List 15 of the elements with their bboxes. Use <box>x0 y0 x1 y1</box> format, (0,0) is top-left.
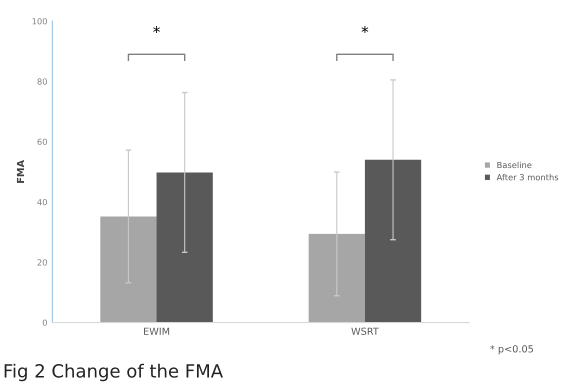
text: Fig 2 Change of the FMA <box>4 364 223 382</box>
y-axis-title: FMA <box>16 160 24 183</box>
x-tick-label: WSRT <box>351 328 379 335</box>
annotation: * <box>153 26 160 34</box>
x-tick-label: EWIM <box>144 328 170 335</box>
text: * p<0.05 <box>490 345 533 354</box>
legend-label: After 3 months <box>496 174 558 180</box>
y-tick-label: 60 <box>37 138 47 145</box>
y-tick-label: 80 <box>37 78 47 85</box>
y-tick-label: 0 <box>42 320 47 326</box>
y-tick-label: 40 <box>37 198 47 206</box>
y-tick-label: 100 <box>32 18 47 24</box>
annotation: * <box>362 26 368 34</box>
legend-label: Baseline <box>497 162 532 168</box>
y-tick-label: 20 <box>38 259 47 266</box>
